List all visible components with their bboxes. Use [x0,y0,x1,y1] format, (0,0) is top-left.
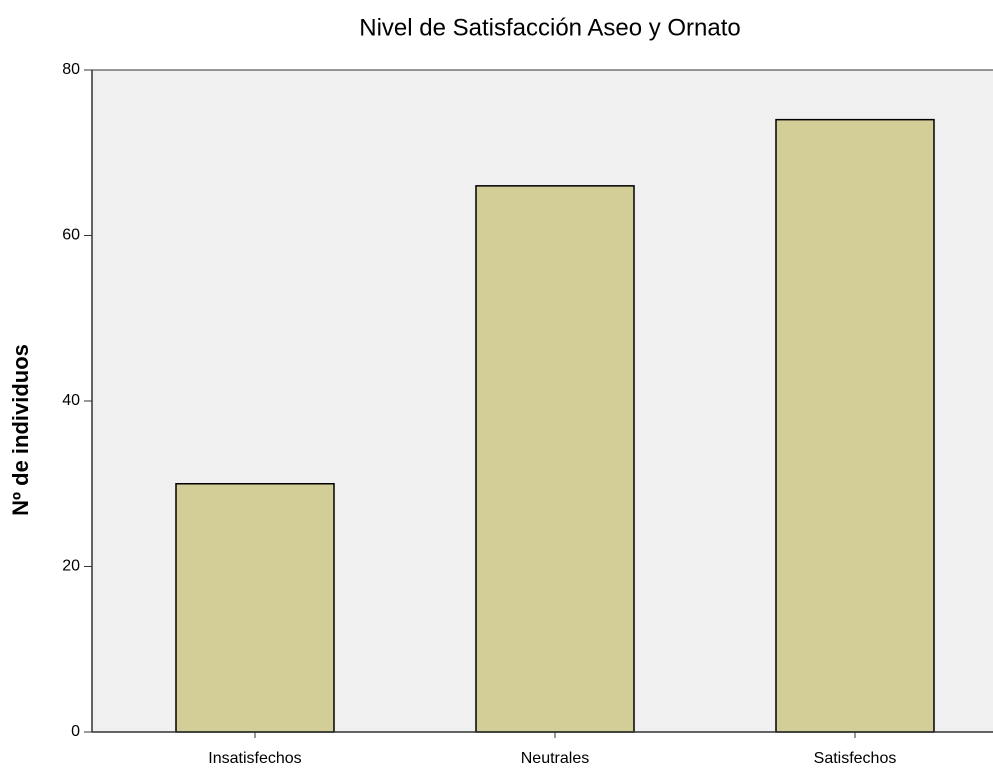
y-tick-label: 20 [62,558,80,575]
bar [775,118,935,733]
y-tick-label: 40 [62,392,80,409]
bar [175,483,335,733]
x-tick-label: Satisfechos [814,750,897,767]
y-axis-label: Nº de individuos [8,344,33,516]
x-tick-label: Insatisfechos [208,750,301,767]
bar [475,185,635,733]
x-tick-label: Neutrales [521,750,589,767]
chart-title: Nivel de Satisfacción Aseo y Ornato [359,14,741,41]
y-tick-label: 0 [71,723,80,740]
y-tick-label: 80 [62,61,80,78]
y-tick-label: 60 [62,227,80,244]
